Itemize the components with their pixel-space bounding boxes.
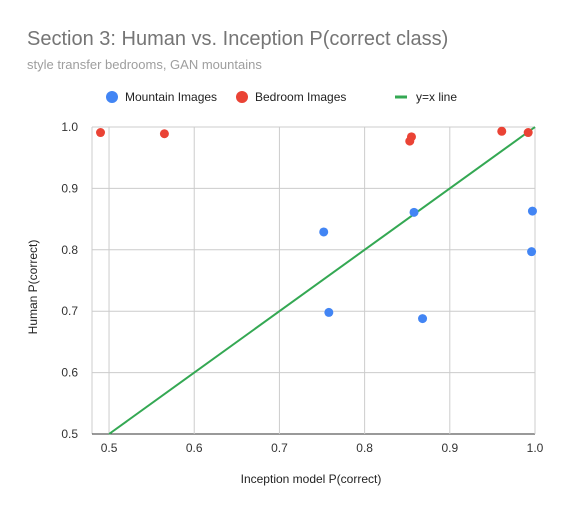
mountain-point xyxy=(409,207,419,217)
mountain-point xyxy=(418,314,428,324)
x-axis-title: Inception model P(correct) xyxy=(241,472,382,486)
legend: Mountain Images Bedroom Images y=x line xyxy=(106,90,457,104)
chart-subtitle: style transfer bedrooms, GAN mountains xyxy=(27,57,262,72)
x-tick-label: 0.6 xyxy=(186,441,203,455)
legend-marker-bedroom xyxy=(236,91,248,103)
mountain-point xyxy=(324,307,334,317)
legend-label-bedroom: Bedroom Images xyxy=(255,90,346,104)
bedroom-point xyxy=(159,129,169,139)
legend-marker-mountain xyxy=(106,91,118,103)
y-tick-label: 1.0 xyxy=(61,120,78,134)
y-tick-label: 0.7 xyxy=(61,304,78,318)
bedroom-point xyxy=(497,126,507,136)
legend-label-yx-line: y=x line xyxy=(416,90,457,104)
bedroom-point xyxy=(96,128,106,138)
bedroom-point xyxy=(523,128,533,138)
x-tick-label: 0.8 xyxy=(356,441,373,455)
chart-title: Section 3: Human vs. Inception P(correct… xyxy=(27,28,449,50)
y-axis-title: Human P(correct) xyxy=(26,240,40,335)
grid-layer xyxy=(91,126,536,435)
mountain-point xyxy=(527,206,537,216)
x-tick-label: 0.7 xyxy=(271,441,288,455)
y-tick-label: 0.9 xyxy=(61,181,78,195)
mountain-point xyxy=(527,247,537,257)
mountain-point xyxy=(319,227,329,237)
x-tick-label: 0.9 xyxy=(441,441,458,455)
series-layer xyxy=(96,126,537,435)
legend-label-mountain: Mountain Images xyxy=(125,90,217,104)
y-tick-label: 0.5 xyxy=(61,427,78,441)
bedroom-point xyxy=(405,136,415,146)
axis-layer: 0.5 0.6 0.7 0.8 0.9 1.0 0.5 0.6 0.7 0.8 0.9 1.0 xyxy=(61,120,543,455)
x-tick-label: 0.5 xyxy=(101,441,118,455)
x-tick-label: 1.0 xyxy=(527,441,544,455)
yx-reference-line xyxy=(108,126,536,435)
y-tick-label: 0.8 xyxy=(61,243,78,257)
y-tick-label: 0.6 xyxy=(61,366,78,380)
